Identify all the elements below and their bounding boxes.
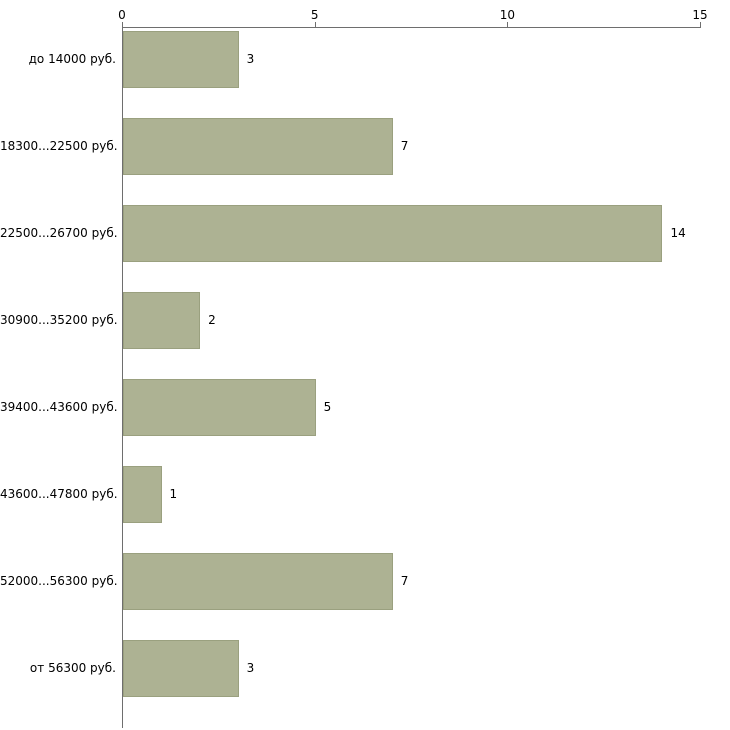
chart-row: до 14000 руб. 3 <box>0 28 730 115</box>
chart-row: 22500...26700 руб. 14 <box>0 202 730 289</box>
bar <box>123 379 316 436</box>
bar <box>123 466 162 523</box>
x-axis-tick-label: 10 <box>499 8 515 22</box>
category-label: 30900...35200 руб. <box>0 313 118 327</box>
value-label: 7 <box>400 574 409 588</box>
chart-rows: до 14000 руб. 3 18300...22500 руб. 7 22500..… <box>0 28 730 724</box>
value-label: 3 <box>246 52 255 66</box>
value-label: 5 <box>323 400 332 414</box>
x-axis-tick-mark <box>700 22 701 27</box>
x-axis-tick-label: 5 <box>310 8 319 22</box>
bar-track: 7 <box>122 550 730 637</box>
x-axis-tick-label: 0 <box>118 8 126 22</box>
x-axis-tick-mark <box>507 22 509 27</box>
bar-track: 14 <box>122 202 730 289</box>
value-label: 7 <box>400 139 409 153</box>
chart-row: 18300...22500 руб. 7 <box>0 115 730 202</box>
category-label: 43600...47800 руб. <box>0 487 118 501</box>
value-label: 1 <box>169 487 178 501</box>
category-label: 52000...56300 руб. <box>0 574 118 588</box>
chart-row: 43600...47800 руб. 1 <box>0 463 730 550</box>
bar-track: 5 <box>122 376 730 463</box>
category-label: 22500...26700 руб. <box>0 226 118 240</box>
bar <box>123 553 393 610</box>
bar <box>123 118 393 175</box>
bar <box>123 205 663 262</box>
chart-row: 30900...35200 руб. 2 <box>0 289 730 376</box>
category-label: 18300...22500 руб. <box>0 139 118 153</box>
bar-track: 2 <box>122 289 730 376</box>
category-label: от 56300 руб. <box>29 661 116 675</box>
category-label: 39400...43600 руб. <box>0 400 118 414</box>
chart-row: 39400...43600 руб. 5 <box>0 376 730 463</box>
x-axis-line <box>122 27 701 28</box>
chart-row: 52000...56300 руб. 7 <box>0 550 730 637</box>
chart-row: от 56300 руб. 3 <box>0 637 730 724</box>
bar-track: 3 <box>122 28 730 115</box>
value-label: 2 <box>208 313 216 327</box>
x-axis-tick-label: 15 <box>692 8 708 22</box>
bar-track: 1 <box>122 463 730 550</box>
value-label: 14 <box>670 226 686 240</box>
x-axis-tick-mark <box>122 22 123 27</box>
bar <box>123 640 239 697</box>
x-axis-tick-mark <box>314 22 316 27</box>
bar <box>123 292 201 349</box>
bar-track: 3 <box>122 637 730 724</box>
bar-track: 7 <box>122 115 730 202</box>
category-label: до 14000 руб. <box>28 52 116 66</box>
bar <box>123 31 239 88</box>
value-label: 3 <box>246 661 255 675</box>
y-axis-line <box>122 27 123 728</box>
